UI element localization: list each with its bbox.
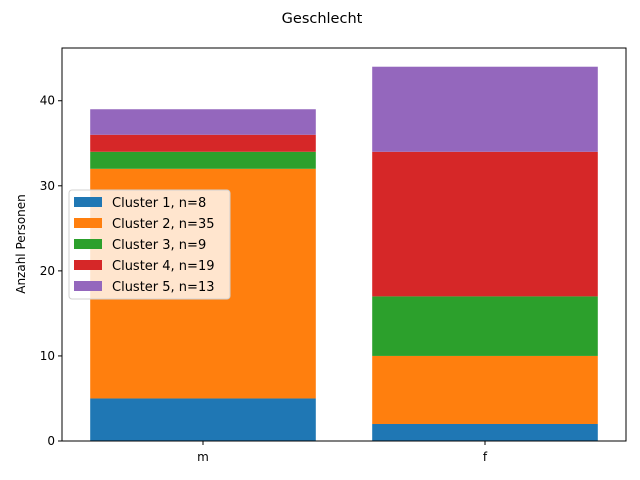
legend: Cluster 1, n=8 Cluster 2, n=35 Cluster 3, … (68, 189, 231, 300)
y-tick-label-0: 0 (47, 434, 55, 448)
y-tick-label-20: 20 (40, 264, 55, 278)
legend-label-3: Cluster 3, n=9 (112, 238, 206, 253)
plot-frame (61, 47, 627, 442)
bar-f-series-3 (372, 296, 598, 356)
chart-title: Geschlecht (282, 11, 363, 27)
x-tick-label-m: m (197, 450, 209, 464)
legend-swatch-2 (74, 218, 102, 228)
bar-f-series-1 (372, 423, 598, 441)
bar-f-series-5 (372, 66, 598, 152)
legend-swatch-3 (74, 239, 102, 249)
legend-label-2: Cluster 2, n=35 (112, 217, 214, 232)
y-tick-label-40: 40 (40, 94, 55, 108)
bar-m-series-1 (90, 398, 316, 441)
bar-f-series-2 (372, 355, 598, 424)
legend-label-5: Cluster 5, n=13 (112, 280, 214, 295)
axes-group: m f 0 10 20 30 40 (40, 47, 627, 464)
y-axis-label: Anzahl Personen (14, 194, 28, 294)
bar-m-series-5 (90, 109, 316, 135)
y-tick-label-10: 10 (40, 349, 55, 363)
y-tick-label-30: 30 (40, 179, 55, 193)
legend-swatch-4 (74, 260, 102, 270)
bar-f-series-4 (372, 151, 598, 297)
legend-label-4: Cluster 4, n=19 (112, 259, 214, 274)
legend-box (68, 189, 231, 300)
bar-m-series-3 (90, 151, 316, 169)
legend-swatch-5 (74, 281, 102, 291)
bar-m-series-4 (90, 134, 316, 152)
legend-swatch-1 (74, 197, 102, 207)
legend-label-1: Cluster 1, n=8 (112, 196, 206, 211)
x-tick-label-f: f (483, 450, 488, 464)
